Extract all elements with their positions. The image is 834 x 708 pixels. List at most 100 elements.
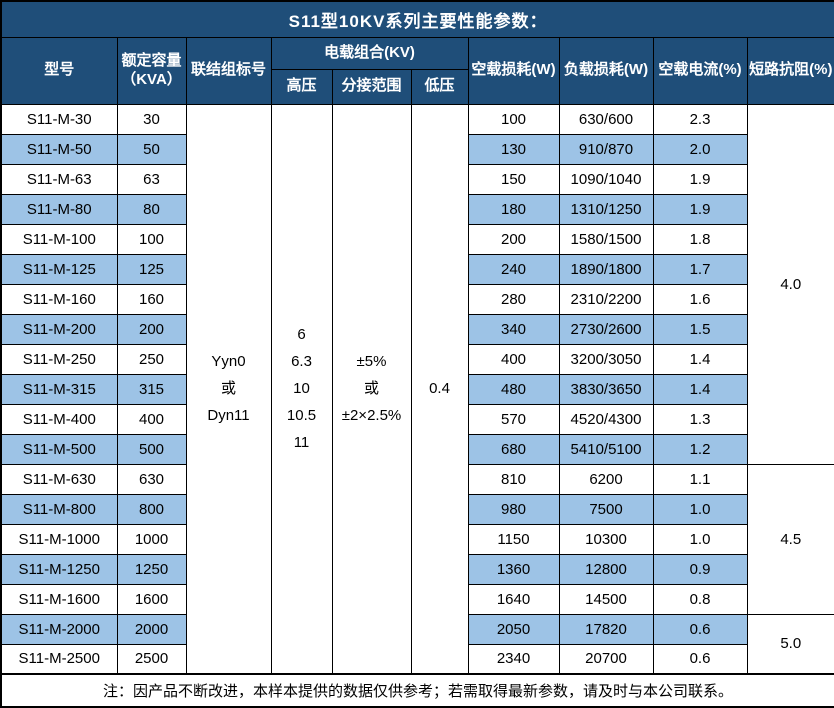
col-header-connection-group: 联结组标号	[185, 36, 272, 105]
load-loss-cell: 10300	[558, 523, 654, 555]
no-load-current-cell: 1.9	[652, 163, 748, 195]
no-load-current-cell: 1.9	[652, 193, 748, 225]
capacity-cell: 2500	[116, 643, 187, 675]
no-load-current-cell: 2.0	[652, 133, 748, 165]
capacity-cell: 630	[116, 463, 187, 495]
table-row: S11-M-315 315 480 3830/3650 1.4	[0, 373, 834, 405]
col-header-capacity: 额定容量 （KVA）	[116, 36, 187, 105]
short-circuit-impedance-cell: 4.5	[746, 463, 834, 615]
low-voltage-cell: 0.4	[410, 103, 469, 675]
capacity-cell: 1600	[116, 583, 187, 615]
no-load-loss-cell: 1150	[467, 523, 560, 555]
no-load-loss-cell: 1360	[467, 553, 560, 585]
capacity-cell: 1000	[116, 523, 187, 555]
table-row: S11-M-100 100 200 1580/1500 1.8	[0, 223, 834, 255]
col-header-tap-range: 分接范围	[331, 68, 412, 105]
model-cell: S11-M-80	[0, 193, 118, 225]
no-load-current-cell: 0.6	[652, 613, 748, 645]
table-row: S11-M-630 630 810 6200 1.1 4.5	[0, 463, 834, 615]
no-load-loss-cell: 100	[467, 103, 560, 135]
load-loss-cell: 3200/3050	[558, 343, 654, 375]
capacity-cell: 160	[116, 283, 187, 315]
no-load-loss-cell: 240	[467, 253, 560, 285]
no-load-loss-cell: 570	[467, 403, 560, 435]
table-row: S11-M-160 160 280 2310/2200 1.6	[0, 283, 834, 315]
header-row-sub: 高压 分接范围 低压	[1, 68, 834, 105]
no-load-loss-cell: 980	[467, 493, 560, 525]
title-row: S11型10KV系列主要性能参数：	[0, 0, 834, 38]
col-header-no-load-current: 空载电流(%)	[652, 36, 748, 105]
load-loss-cell: 1310/1250	[558, 193, 654, 225]
load-loss-cell: 2730/2600	[558, 313, 654, 345]
short-circuit-impedance-cell: 5.0	[746, 613, 834, 675]
table-row: S11-M-2000 2000 2050 17820 0.6 5.0	[0, 613, 834, 675]
no-load-loss-cell: 400	[467, 343, 560, 375]
capacity-cell: 80	[116, 193, 187, 225]
table-row: S11-M-125 125 240 1890/1800 1.7	[0, 253, 834, 285]
model-cell: S11-M-400	[0, 403, 118, 435]
capacity-cell: 2000	[116, 613, 187, 645]
no-load-current-cell: 1.5	[652, 313, 748, 345]
model-cell: S11-M-800	[0, 493, 118, 525]
no-load-loss-cell: 680	[467, 433, 560, 465]
capacity-cell: 50	[116, 133, 187, 165]
col-header-capacity-line1: 额定容量	[121, 51, 182, 69]
no-load-current-cell: 1.6	[652, 283, 748, 315]
capacity-cell: 500	[116, 433, 187, 465]
col-header-high-voltage: 高压	[270, 68, 333, 105]
short-circuit-impedance-cell: 4.0	[746, 103, 834, 465]
no-load-current-cell: 1.2	[652, 433, 748, 465]
col-header-low-voltage: 低压	[410, 68, 469, 105]
model-cell: S11-M-30	[0, 103, 118, 135]
table-body: S11-M-30 30 Yyn0 或 Dyn11 6 6.3 10 10.5 11 ±5…	[0, 103, 834, 675]
no-load-current-cell: 1.4	[652, 343, 748, 375]
model-cell: S11-M-250	[0, 343, 118, 375]
capacity-cell: 63	[116, 163, 187, 195]
load-loss-cell: 1890/1800	[558, 253, 654, 285]
model-cell: S11-M-63	[0, 163, 118, 195]
no-load-current-cell: 0.8	[652, 583, 748, 615]
model-cell: S11-M-200	[0, 313, 118, 345]
no-load-current-cell: 1.0	[652, 523, 748, 555]
no-load-current-cell: 2.3	[652, 103, 748, 135]
capacity-cell: 30	[116, 103, 187, 135]
capacity-cell: 1250	[116, 553, 187, 585]
model-cell: S11-M-2000	[0, 613, 118, 645]
model-cell: S11-M-160	[0, 283, 118, 315]
table-row: S11-M-400 400 570 4520/4300 1.3	[0, 403, 834, 435]
no-load-loss-cell: 150	[467, 163, 560, 195]
load-loss-cell: 630/600	[558, 103, 654, 135]
table-row: S11-M-500 500 680 5410/5100 1.2	[0, 433, 834, 465]
load-loss-cell: 2310/2200	[558, 283, 654, 315]
model-cell: S11-M-630	[0, 463, 118, 495]
table-row: S11-M-50 50 130 910/870 2.0	[0, 133, 834, 165]
col-header-no-load-loss: 空载损耗(W)	[467, 36, 560, 105]
no-load-current-cell: 1.1	[652, 463, 748, 495]
load-loss-cell: 14500	[558, 583, 654, 615]
col-header-capacity-line2: （KVA）	[121, 70, 182, 88]
model-cell: S11-M-125	[0, 253, 118, 285]
no-load-loss-cell: 480	[467, 373, 560, 405]
no-load-current-cell: 1.7	[652, 253, 748, 285]
no-load-loss-cell: 2050	[467, 613, 560, 645]
load-loss-cell: 6200	[558, 463, 654, 495]
table-row: S11-M-1600 1600 1640 14500 0.8	[0, 583, 834, 615]
table-row: S11-M-800 800 980 7500 1.0	[0, 493, 834, 525]
capacity-cell: 200	[116, 313, 187, 345]
capacity-cell: 400	[116, 403, 187, 435]
page-title: S11型10KV系列主要性能参数：	[0, 0, 834, 38]
capacity-cell: 125	[116, 253, 187, 285]
load-loss-cell: 4520/4300	[558, 403, 654, 435]
table-row: S11-M-1250 1250 1360 12800 0.9	[0, 553, 834, 585]
model-cell: S11-M-315	[0, 373, 118, 405]
model-cell: S11-M-50	[0, 133, 118, 165]
col-header-model: 型号	[0, 36, 118, 105]
model-cell: S11-M-100	[0, 223, 118, 255]
no-load-current-cell: 1.8	[652, 223, 748, 255]
no-load-loss-cell: 810	[467, 463, 560, 495]
model-cell: S11-M-1250	[0, 553, 118, 585]
load-loss-cell: 3830/3650	[558, 373, 654, 405]
capacity-cell: 250	[116, 343, 187, 375]
load-loss-cell: 1090/1040	[558, 163, 654, 195]
